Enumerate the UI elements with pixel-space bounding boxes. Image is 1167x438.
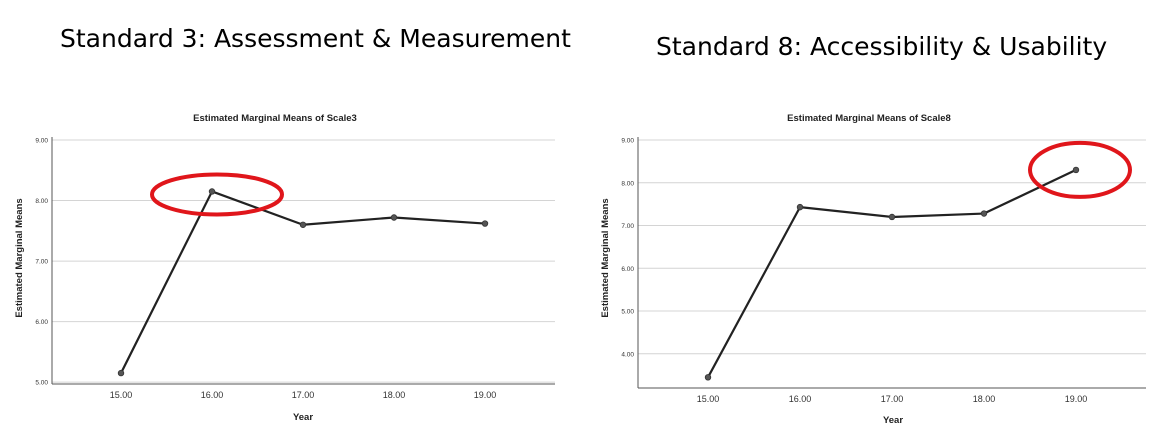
x-tick-label: 15.00 xyxy=(697,394,720,404)
x-tick-label: 19.00 xyxy=(1065,394,1088,404)
series-line xyxy=(707,168,1077,378)
highlight-ellipse xyxy=(1028,140,1132,199)
y-tick-label: 9.00 xyxy=(621,138,634,145)
highlight-ellipse xyxy=(150,172,284,217)
x-tick-label: 18.00 xyxy=(973,394,996,404)
y-tick-label: 9.00 xyxy=(35,138,48,145)
data-point xyxy=(117,369,125,377)
y-tick-label: 5.00 xyxy=(35,380,48,387)
y-tick-label: 7.00 xyxy=(621,223,634,230)
x-tick-label: 19.00 xyxy=(474,390,497,400)
x-tick-label: 15.00 xyxy=(110,390,133,400)
y-tick-label: 7.00 xyxy=(35,259,48,266)
y-tick-label: 6.00 xyxy=(621,266,634,273)
data-point xyxy=(1072,166,1080,174)
x-tick-label: 17.00 xyxy=(881,394,904,404)
data-point xyxy=(390,214,398,221)
series-line xyxy=(120,190,486,374)
data-point xyxy=(208,188,216,195)
right-slide-heading: Standard 8: Accessibility & Usability xyxy=(656,32,1108,61)
data-point xyxy=(481,220,489,227)
y-tick-label: 5.00 xyxy=(621,309,634,316)
y-tick-label: 6.00 xyxy=(35,319,48,326)
x-axis-label: Year xyxy=(293,412,313,423)
y-tick-label: 4.00 xyxy=(621,351,634,358)
x-tick-label: 16.00 xyxy=(789,394,812,404)
data-point xyxy=(888,213,896,221)
data-point xyxy=(704,374,712,381)
x-tick-label: 18.00 xyxy=(383,390,406,400)
y-axis-label: Estimated Marginal Means xyxy=(14,198,25,317)
y-axis-label: Estimated Marginal Means xyxy=(600,198,611,317)
chart-title: Estimated Marginal Means of Scale3 xyxy=(193,113,357,124)
data-point xyxy=(980,210,988,217)
x-axis-label: Year xyxy=(883,415,903,426)
chart-title: Estimated Marginal Means of Scale8 xyxy=(787,113,951,124)
y-tick-label: 8.00 xyxy=(35,198,48,205)
y-tick-label: 8.00 xyxy=(621,180,634,187)
x-tick-label: 16.00 xyxy=(201,390,224,400)
data-point xyxy=(796,203,804,211)
left-slide-heading: Standard 3: Assessment & Measurement xyxy=(60,24,571,53)
x-tick-label: 17.00 xyxy=(292,390,315,400)
data-point xyxy=(299,221,307,228)
